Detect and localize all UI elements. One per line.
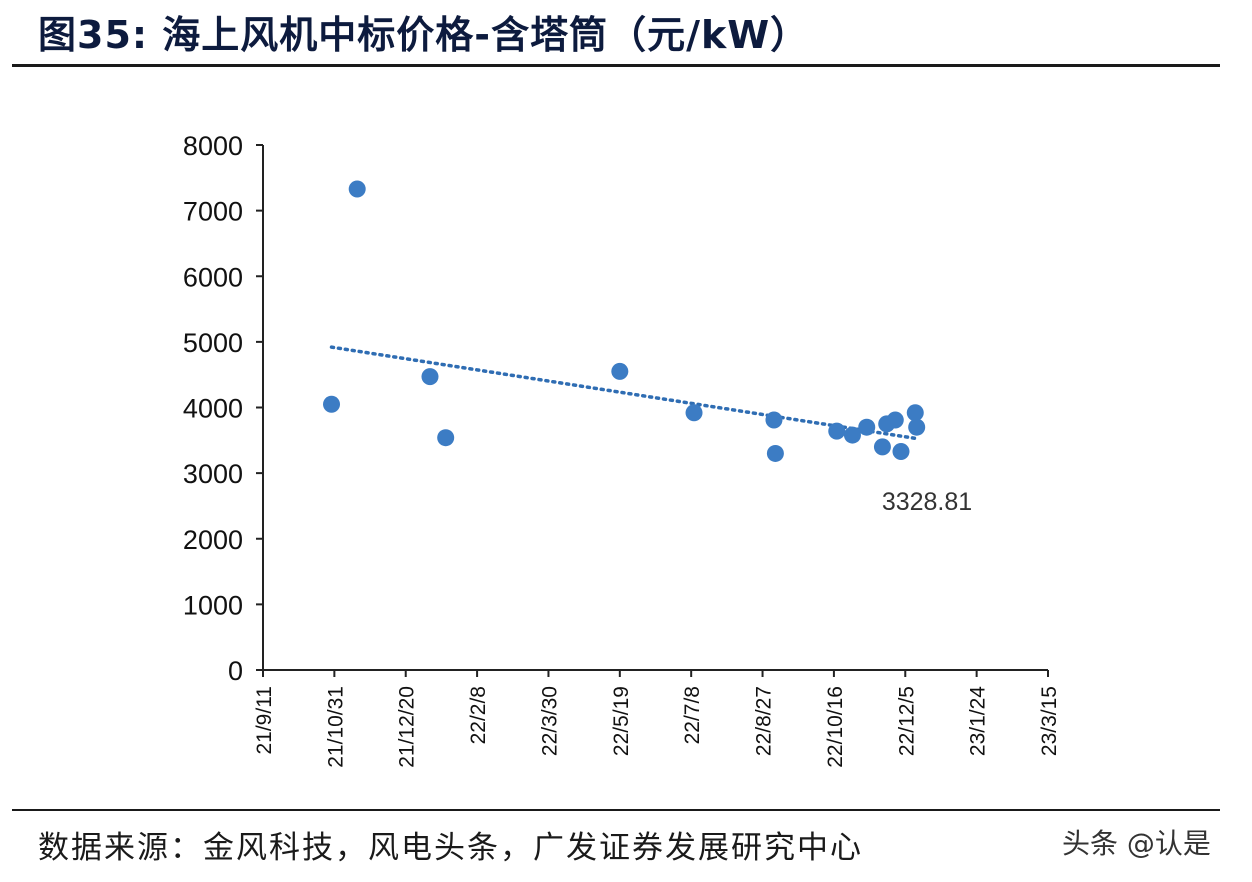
y-tick-label: 6000 [183,262,243,292]
x-tick-label: 22/7/8 [681,686,704,744]
data-point [892,442,910,460]
data-point [828,422,846,440]
x-tick-label: 21/9/11 [253,686,276,755]
data-point [765,411,783,429]
x-tick-label: 21/10/31 [324,686,347,768]
data-point [323,395,341,413]
x-tick-label: 22/12/5 [895,686,918,756]
x-tick-label: 21/12/20 [396,686,419,768]
x-tick-label: 23/3/15 [1038,686,1061,756]
data-point [858,418,876,436]
data-point [421,368,439,386]
trend-line [329,345,918,441]
data-point [873,438,891,456]
data-point [908,418,926,436]
scatter-chart: 0 1000 2000 3000 4000 5000 6000 7000 8000 21/9/1… [0,70,1252,805]
x-tick-label: 22/5/19 [610,686,633,756]
y-tick-label: 7000 [183,197,243,227]
y-tick-label: 4000 [183,394,243,424]
x-tick-label: 22/2/8 [467,686,490,744]
x-tick-label: 23/1/24 [967,686,990,756]
y-tick-label: 8000 [183,131,243,161]
data-point [611,362,629,380]
page-title: 图35: 海上风机中标价格-含塔筒（元/kW） [38,13,810,57]
footer-divider [12,809,1220,811]
y-tick-label: 3000 [183,459,243,489]
x-tick-label: 22/10/16 [824,686,847,768]
data-label: 3328.81 [882,488,972,516]
data-point [348,180,366,198]
y-tick-label: 1000 [183,590,243,620]
data-point [766,444,784,462]
y-tick-label: 2000 [183,525,243,555]
watermark: 头条 @认是 [1062,827,1211,860]
title-divider [12,64,1220,67]
x-tick-label: 22/3/30 [538,686,561,756]
data-point [906,404,924,422]
data-point [437,429,455,447]
chart-svg: 0 1000 2000 3000 4000 5000 6000 7000 8000 21/9/1… [183,131,1061,768]
y-tick-label: 0 [228,656,243,686]
data-point [843,426,861,444]
data-point [886,411,904,429]
y-tick-label: 5000 [183,328,243,358]
source-note: 数据来源：金风科技，风电头条，广发证券发展研究中心 [38,830,863,866]
x-tick-label: 22/8/27 [753,686,776,756]
data-point [685,404,703,422]
